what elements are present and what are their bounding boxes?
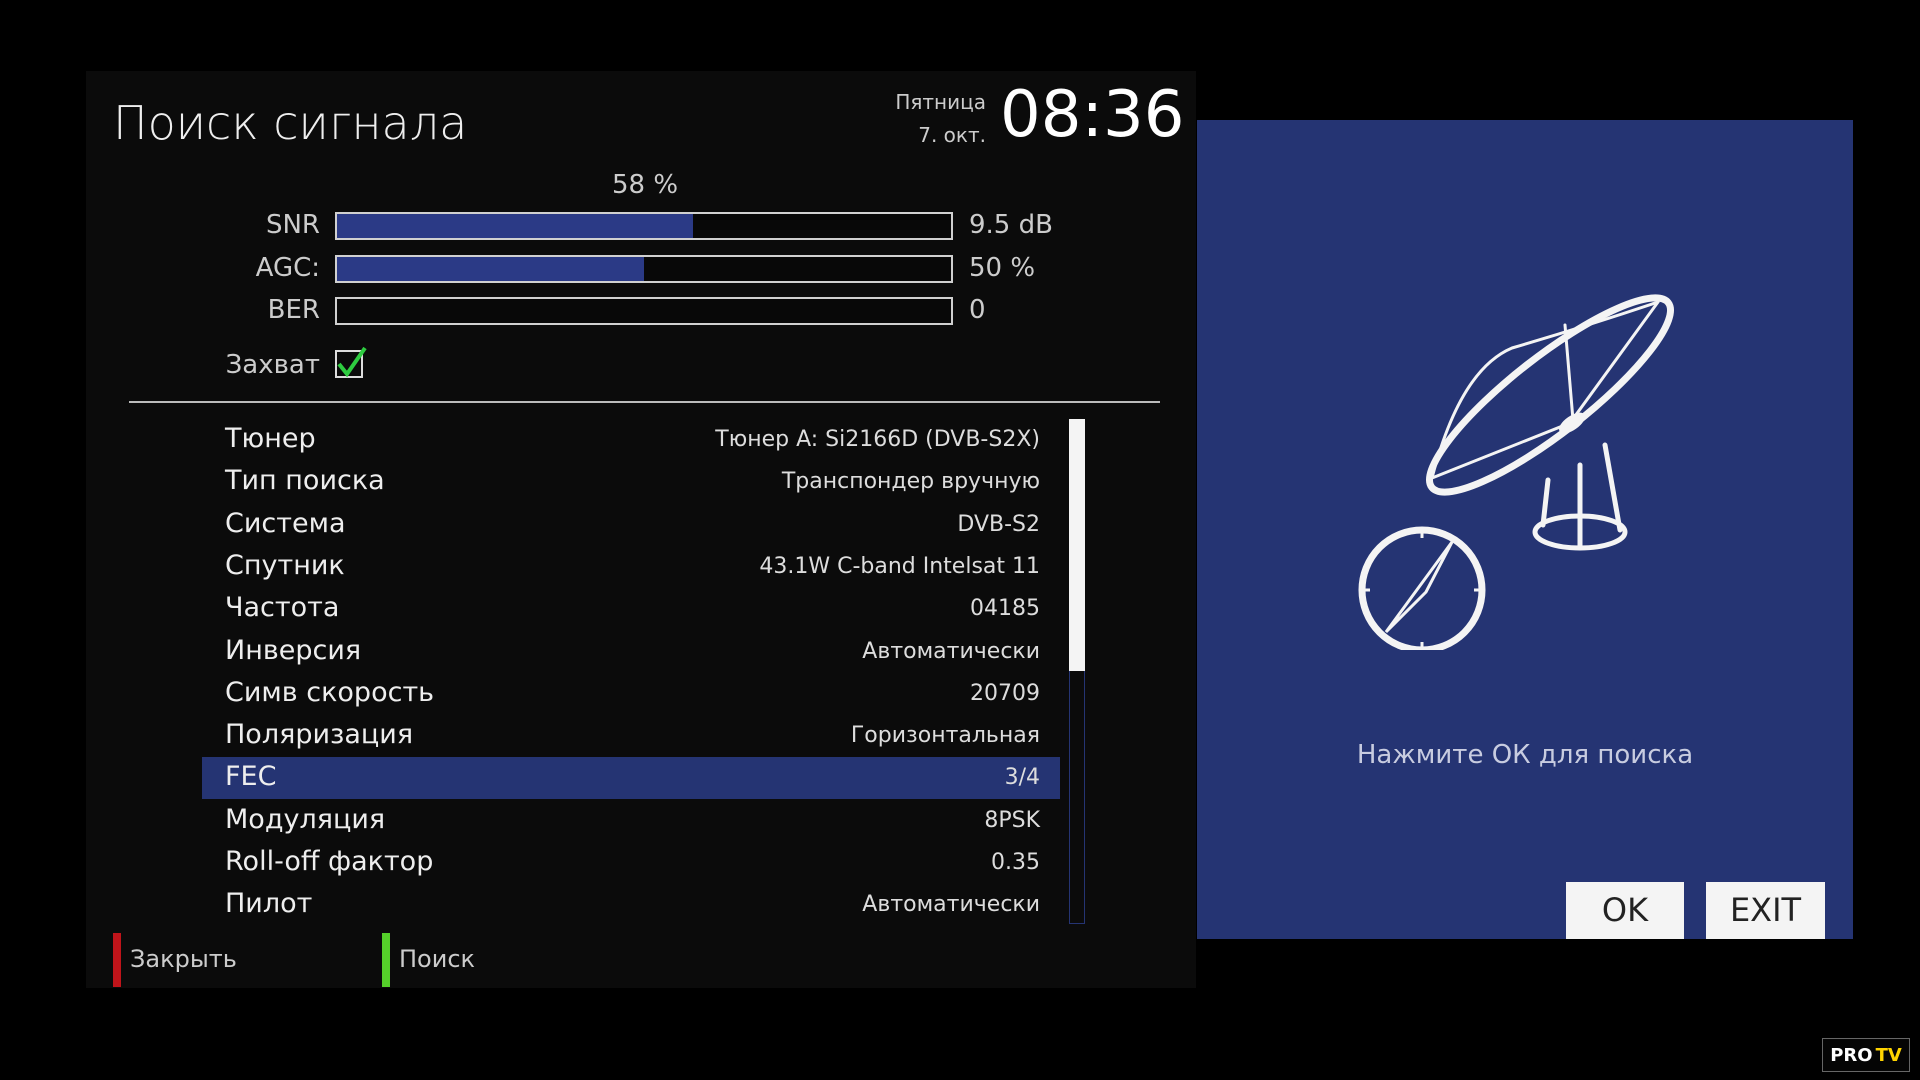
- compass-icon: [1358, 526, 1486, 650]
- setting-row[interactable]: Roll-off фактор 0.35: [202, 842, 1060, 884]
- divider: [129, 401, 1160, 403]
- scrollbar-thumb[interactable]: [1069, 419, 1085, 671]
- setting-row[interactable]: Частота 04185: [202, 588, 1060, 630]
- setting-value: 20709: [970, 680, 1040, 706]
- setting-row[interactable]: Тюнер Тюнер A: Si2166D (DVB-S2X): [202, 419, 1060, 461]
- setting-row[interactable]: Пилот Автоматически: [202, 884, 1060, 926]
- checkmark-icon: [337, 346, 367, 378]
- setting-label: Система: [225, 507, 346, 539]
- setting-label: Поляризация: [225, 719, 414, 751]
- search-hint: Нажмите ОК для поиска: [1356, 740, 1694, 770]
- setting-value: Тюнер A: Si2166D (DVB-S2X): [715, 427, 1040, 452]
- setting-value: 3/4: [1004, 765, 1040, 791]
- red-key-icon: [113, 933, 121, 987]
- exit-button[interactable]: EXIT: [1706, 882, 1825, 939]
- search-button[interactable]: Поиск: [399, 945, 476, 973]
- setting-label: Инверсия: [225, 634, 362, 666]
- setting-row[interactable]: Тип поиска Транспондер вручную: [202, 461, 1060, 503]
- agc-bar-fill: [337, 257, 644, 281]
- lock-checkbox: [335, 346, 367, 378]
- day-of-week: Пятница: [895, 90, 986, 114]
- page-title: Поиск сигнала: [113, 96, 468, 150]
- snr-label: SNR: [265, 210, 320, 240]
- setting-row[interactable]: Поляризация Горизонтальная: [202, 715, 1060, 757]
- setting-row[interactable]: FEC 3/4: [202, 757, 1060, 800]
- setting-value: Горизонтальная: [850, 723, 1040, 749]
- setting-value: DVB-S2: [957, 511, 1040, 537]
- ok-button[interactable]: OK: [1566, 882, 1684, 939]
- setting-value: Автоматически: [862, 638, 1040, 664]
- setting-label: Модуляция: [225, 803, 386, 835]
- setting-label: Пилот: [225, 888, 313, 920]
- ber-bar: [335, 297, 953, 325]
- ber-label: BER: [267, 295, 320, 325]
- snr-bar-fill: [337, 214, 694, 238]
- setting-row[interactable]: Симв скорость 20709: [202, 673, 1060, 715]
- agc-value: 50 %: [969, 253, 1036, 283]
- setting-label: Частота: [225, 592, 340, 624]
- signal-quality: 58 %: [611, 170, 679, 200]
- setting-row[interactable]: Спутник 43.1W C-band Intelsat 11: [202, 546, 1060, 588]
- snr-bar: [335, 212, 953, 240]
- setting-label: Roll-off фактор: [225, 846, 434, 877]
- setting-label: FEC: [225, 761, 277, 793]
- setting-value: 8PSK: [984, 807, 1040, 833]
- setting-label: Тип поиска: [225, 465, 385, 497]
- setting-label: Спутник: [225, 549, 345, 581]
- setting-value: 0.35: [991, 850, 1040, 875]
- setting-row[interactable]: Система DVB-S2: [202, 504, 1060, 546]
- setting-label: Симв скорость: [225, 676, 435, 708]
- setting-value: 43.1W C-band Intelsat 11: [759, 553, 1040, 579]
- protv-logo: PRO TV: [1822, 1038, 1910, 1072]
- setting-row[interactable]: Модуляция 8PSK: [202, 800, 1060, 842]
- setting-value: Автоматически: [862, 892, 1040, 918]
- lock-label: Захват: [225, 350, 320, 380]
- ber-value: 0: [969, 295, 986, 325]
- clock: 08:36: [1000, 78, 1185, 152]
- agc-label: AGC:: [255, 253, 320, 283]
- close-button[interactable]: Закрыть: [130, 945, 237, 973]
- agc-bar: [335, 255, 953, 283]
- satellite-dish-icon: [1358, 294, 1674, 650]
- setting-value: Транспондер вручную: [781, 469, 1040, 495]
- date: 7. окт.: [918, 123, 986, 147]
- search-dialog: [1197, 120, 1853, 939]
- setting-label: Тюнер: [225, 423, 316, 454]
- setting-value: 04185: [970, 596, 1040, 622]
- snr-value: 9.5 dB: [969, 210, 1053, 240]
- setting-row[interactable]: Инверсия Автоматически: [202, 631, 1060, 673]
- green-key-icon: [382, 933, 390, 987]
